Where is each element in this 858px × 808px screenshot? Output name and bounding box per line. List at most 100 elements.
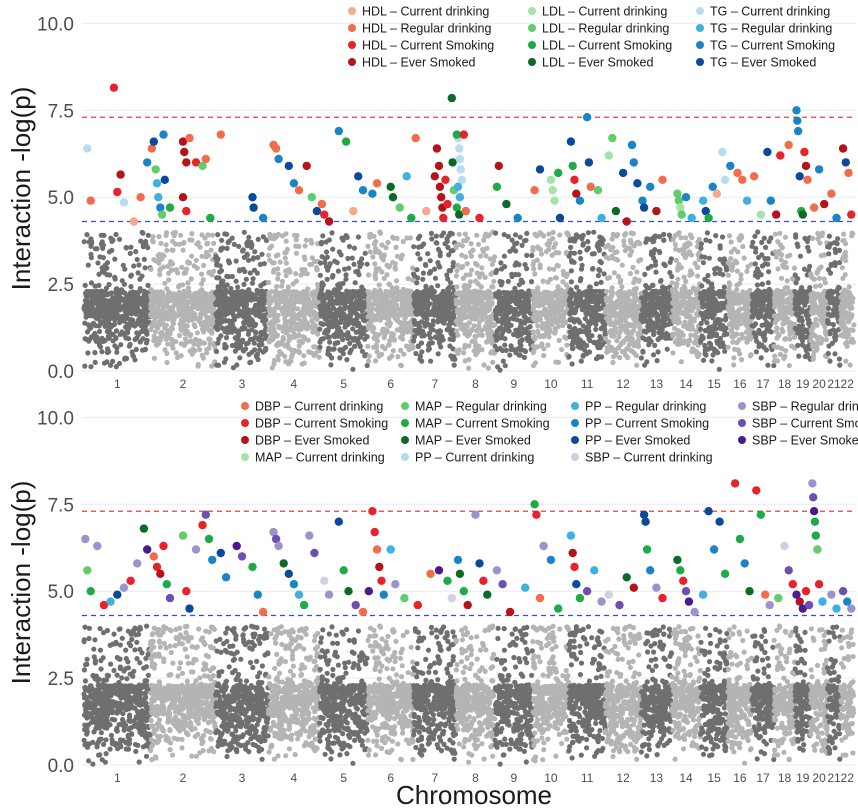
background-point <box>462 324 468 330</box>
background-point <box>109 238 115 244</box>
background-point <box>126 343 132 349</box>
background-point <box>615 273 622 280</box>
background-point <box>214 362 220 368</box>
background-point <box>460 264 466 270</box>
background-point <box>500 358 506 364</box>
background-point <box>112 256 118 262</box>
background-point <box>355 234 361 240</box>
background-point <box>376 311 382 317</box>
background-point <box>96 282 102 288</box>
background-point <box>327 339 333 345</box>
background-point <box>88 280 94 286</box>
background-point <box>459 252 465 258</box>
background-point <box>568 289 575 295</box>
background-point <box>518 324 524 330</box>
background-point <box>189 237 195 243</box>
background-point <box>556 250 562 256</box>
background-point <box>609 285 615 291</box>
background-point <box>141 288 147 294</box>
background-point <box>247 336 253 342</box>
background-point <box>474 294 480 301</box>
background-point <box>590 310 597 316</box>
background-point <box>496 325 502 331</box>
background-point <box>133 346 139 353</box>
background-point <box>162 347 168 353</box>
y-tick-label: 7.5 <box>48 101 74 122</box>
background-point <box>439 298 445 304</box>
background-point <box>343 272 349 278</box>
background-point <box>208 363 215 369</box>
background-point <box>261 261 267 267</box>
background-point <box>296 243 302 249</box>
background-point <box>188 307 194 314</box>
background-point <box>335 300 341 306</box>
background-point <box>571 319 577 325</box>
background-point <box>412 303 418 310</box>
background-point <box>584 328 590 334</box>
background-point <box>655 336 661 343</box>
background-point <box>441 314 447 320</box>
background-point <box>277 259 283 265</box>
background-point <box>139 312 146 318</box>
background-point <box>173 350 179 356</box>
background-point <box>283 260 289 266</box>
background-point <box>338 252 344 258</box>
background-point <box>619 340 625 346</box>
background-point <box>654 358 660 364</box>
background-point <box>528 279 535 285</box>
background-point <box>585 239 591 245</box>
background-point <box>517 234 523 240</box>
background-point <box>417 353 423 359</box>
background-point <box>585 230 592 236</box>
background-point <box>351 261 357 267</box>
background-point <box>659 288 665 295</box>
background-point <box>643 282 649 289</box>
background-point <box>457 306 463 313</box>
background-point <box>421 314 427 320</box>
background-point <box>293 278 299 284</box>
background-point <box>197 347 203 353</box>
background-point <box>411 271 417 277</box>
background-point <box>471 323 477 329</box>
background-point <box>287 358 293 364</box>
background-point <box>530 363 537 369</box>
background-point <box>538 251 545 257</box>
background-point <box>330 346 336 352</box>
background-point <box>569 306 575 312</box>
background-point <box>148 301 154 307</box>
background-point <box>498 260 504 266</box>
background-point <box>211 340 217 346</box>
background-point <box>178 353 184 359</box>
background-point <box>85 293 91 299</box>
background-point <box>182 316 189 322</box>
background-point <box>401 351 407 357</box>
background-point <box>552 330 558 336</box>
background-point <box>283 319 289 325</box>
background-point <box>511 289 517 295</box>
background-point <box>516 282 522 288</box>
background-point <box>578 276 584 282</box>
background-point <box>88 251 94 257</box>
background-point <box>214 259 220 265</box>
background-point <box>412 321 418 327</box>
background-point <box>469 338 475 344</box>
background-point <box>251 296 257 302</box>
background-point <box>283 359 289 365</box>
background-point <box>598 279 604 285</box>
background-point <box>426 270 433 276</box>
background-point <box>503 314 509 320</box>
background-point <box>554 309 560 315</box>
background-point <box>110 358 116 364</box>
background-point <box>397 334 403 340</box>
background-point <box>232 290 238 296</box>
background-point <box>609 305 615 311</box>
background-point <box>681 283 687 289</box>
background-point <box>199 253 205 259</box>
background-point <box>112 274 118 280</box>
background-point <box>243 276 249 282</box>
background-point <box>502 336 508 342</box>
background-point <box>201 340 207 346</box>
background-point <box>340 280 346 286</box>
background-point <box>618 294 624 300</box>
background-point <box>243 346 249 352</box>
